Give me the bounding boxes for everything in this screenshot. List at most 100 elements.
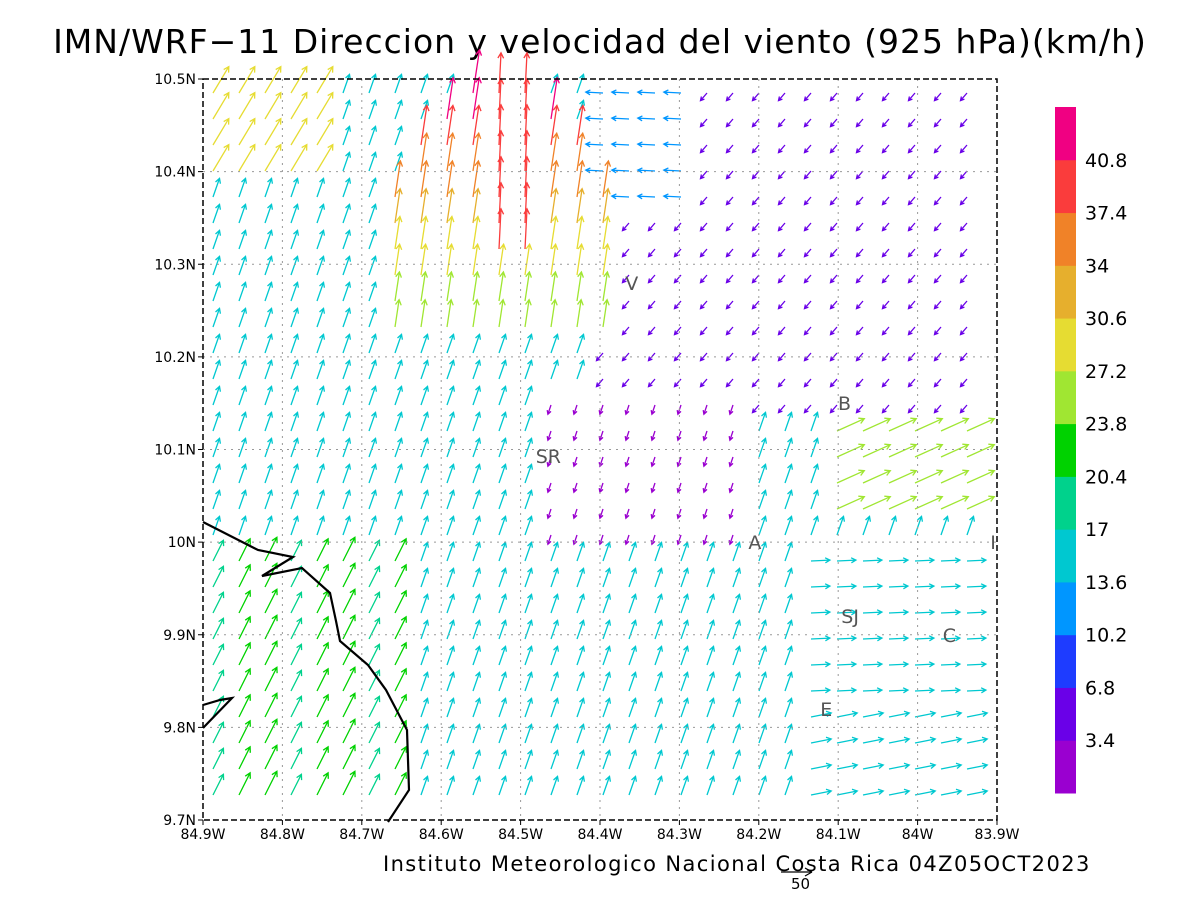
wind-arrow: [342, 666, 356, 692]
wind-arrow: [420, 775, 430, 796]
wind-arrow: [264, 177, 274, 198]
wind-arrow: [940, 635, 962, 642]
wind-arrow: [576, 645, 586, 666]
wind-arrow: [498, 437, 508, 458]
wind-arrow: [914, 788, 937, 796]
wind-arrow: [238, 333, 248, 354]
wind-arrow: [446, 242, 455, 276]
wind-arrow: [758, 463, 768, 484]
wind-arrow: [420, 385, 430, 406]
wind-arrow: [368, 565, 381, 588]
station-label: I: [990, 532, 996, 554]
wind-arrow: [862, 443, 892, 458]
wind-arrow: [368, 73, 378, 94]
wind-arrow: [803, 118, 812, 128]
wind-arrow: [212, 91, 230, 120]
wind-arrow: [654, 775, 664, 796]
wind-arrow: [238, 359, 248, 380]
wind-arrow: [777, 300, 786, 310]
wind-arrow: [933, 326, 942, 336]
wind-arrow: [446, 567, 456, 588]
wind-arrow: [212, 565, 225, 588]
wind-arrow: [550, 359, 560, 380]
wind-arrow: [662, 193, 682, 200]
wind-arrow: [238, 307, 248, 328]
wind-arrow: [595, 352, 604, 362]
wind-arrow: [706, 541, 716, 562]
wind-arrow: [725, 196, 734, 206]
wind-arrow: [621, 222, 630, 232]
wind-arrow: [732, 775, 742, 796]
wind-arrow: [836, 762, 859, 770]
wind-arrow: [888, 635, 910, 642]
wind-arrow: [394, 563, 407, 588]
wind-arrow: [212, 359, 222, 380]
wind-arrow: [394, 641, 407, 666]
wind-arrow: [576, 270, 585, 302]
wind-arrow: [673, 326, 682, 336]
wind-arrow: [810, 515, 820, 536]
wind-arrow: [498, 645, 508, 666]
wind-arrow: [966, 417, 996, 432]
wind-arrow: [647, 300, 656, 310]
wind-arrow: [907, 326, 916, 336]
wind-arrow: [497, 129, 505, 172]
wind-arrow: [238, 177, 248, 198]
wind-arrow: [784, 775, 794, 796]
wind-arrow: [238, 537, 251, 562]
wind-arrow: [966, 515, 976, 536]
wind-arrow: [933, 170, 942, 180]
wind-arrow: [290, 117, 308, 146]
wind-arrow: [699, 196, 708, 206]
wind-arrow: [862, 687, 884, 694]
wind-arrow: [803, 248, 812, 258]
wind-arrow: [576, 723, 586, 744]
wind-arrow: [550, 619, 560, 640]
wind-arrow: [610, 115, 630, 122]
wind-arrow: [725, 222, 734, 232]
wind-arrow: [602, 671, 612, 692]
wind-arrow: [316, 693, 329, 718]
wind-arrow: [546, 404, 552, 416]
wind-arrow: [959, 404, 968, 414]
wind-arrow: [751, 118, 760, 128]
wind-arrow: [758, 671, 768, 692]
wind-arrow: [862, 417, 892, 432]
wind-arrow: [836, 687, 858, 694]
wind-arrow: [881, 378, 890, 388]
wind-arrow: [316, 203, 326, 224]
wind-arrow: [803, 326, 812, 336]
wind-arrow: [862, 661, 884, 668]
wind-arrow: [959, 170, 968, 180]
wind-arrow: [862, 609, 884, 616]
wind-arrow: [940, 443, 970, 458]
wind-arrow: [498, 270, 507, 302]
wind-arrow: [290, 515, 300, 536]
wind-arrow: [829, 248, 838, 258]
wind-arrow: [680, 775, 690, 796]
wind-arrow: [803, 274, 812, 284]
station-label: SR: [536, 446, 561, 468]
wind-arrow: [238, 745, 251, 770]
wind-arrow: [654, 541, 664, 562]
wind-arrow: [702, 456, 708, 468]
wind-arrow: [446, 749, 456, 770]
wind-arrow: [238, 65, 256, 94]
wind-arrow: [676, 456, 682, 468]
chart-title: IMN/WRF−11 Direccion y velocidad del vie…: [53, 22, 1147, 61]
wind-arrow: [316, 65, 334, 94]
wind-arrow: [264, 307, 274, 328]
wind-arrow: [420, 411, 430, 432]
wind-arrow: [803, 352, 812, 362]
wind-arrow: [316, 385, 326, 406]
x-tick-label: 83.9W: [974, 827, 1019, 843]
wind-arrow: [524, 437, 534, 458]
wind-arrow: [316, 437, 326, 458]
wind-arrow: [316, 229, 326, 250]
wind-arrow: [316, 463, 326, 484]
wind-arrow: [446, 697, 456, 718]
wind-arrow: [673, 248, 682, 258]
wind-arrow: [420, 671, 430, 692]
wind-arrow: [368, 411, 378, 432]
wind-arrow: [446, 159, 456, 198]
